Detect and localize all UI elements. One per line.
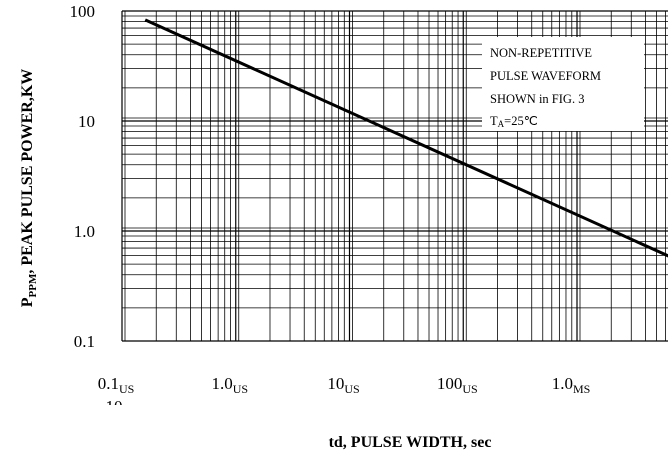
series-line — [144, 18, 668, 258]
grid-lines — [121, 10, 668, 342]
x-tick-label: 0.1US — [98, 374, 135, 396]
y-tick-label: 1.0 — [74, 222, 95, 241]
y-tick-label: 10 — [78, 112, 95, 131]
y-tick-label: 0.1 — [74, 332, 95, 351]
x-tick-label: 100US — [437, 374, 478, 396]
y-tick-label: 100 — [70, 2, 96, 21]
annotation-ta-rest: =25℃ — [504, 114, 538, 128]
x-axis-label: td, PULSE WIDTH, sec — [329, 434, 492, 451]
series-layer — [144, 18, 668, 258]
annotation-line-1: NON-REPETITIVE — [490, 46, 592, 60]
x-tick-label: 10US — [327, 374, 359, 396]
annotation-box: NON-REPETITIVE PULSE WAVEFORM SHOWN in F… — [482, 37, 644, 131]
y-axis-label-sub: PPM — [27, 273, 39, 297]
x-tick-label: 1.0US — [211, 374, 248, 396]
annotation-line-4: TA=25℃ — [490, 114, 538, 129]
y-axis-label-main: P — [19, 297, 36, 307]
annotation-line-2: PULSE WAVEFORM — [490, 69, 601, 83]
label-clip-mask — [82, 405, 172, 421]
x-tick-label: 1.0MS — [552, 374, 591, 396]
annotation-ta-main: T — [490, 114, 498, 128]
y-axis-label-rest: , PEAK PULSE POWER,KW — [19, 69, 36, 274]
y-axis-label: PPPM, PEAK PULSE POWER,KW — [19, 69, 39, 308]
annotation-ta-sub: A — [498, 119, 505, 129]
annotation-line-3: SHOWN in FIG. 3 — [490, 92, 584, 106]
